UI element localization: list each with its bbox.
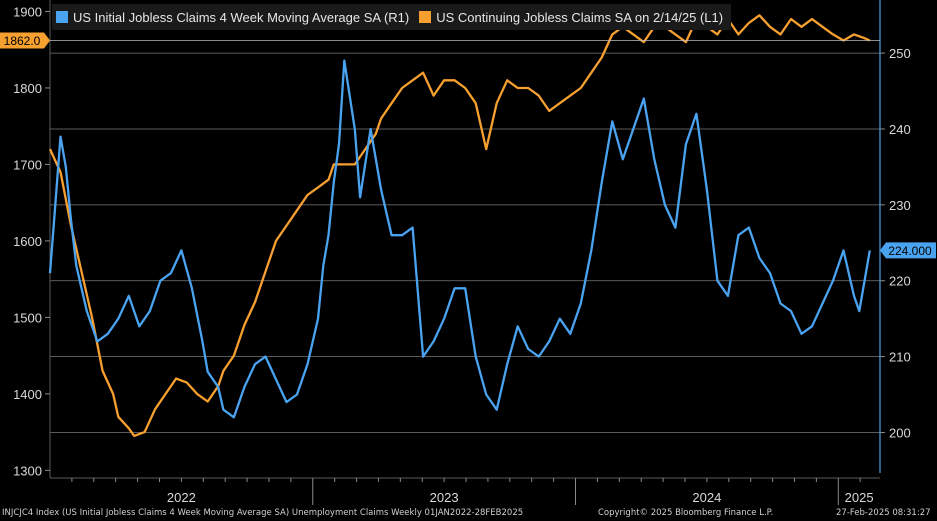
footer-source: INJCJC4 Index (US Initial Jobless Claims… [2, 508, 524, 518]
right-last-value-tag [880, 242, 936, 259]
left-tick-label: 1900 [13, 4, 42, 19]
right-tick-label: 250 [889, 46, 911, 61]
x-axis: 2022 2023 2024 2025 [71, 478, 874, 505]
legend-swatch-initial-claims [56, 11, 68, 23]
right-tick-label: 230 [889, 198, 911, 213]
right-last-value-label: 224.000 [888, 244, 932, 258]
footer-timestamp: 27-Feb-2025 08:31:27 [836, 508, 931, 518]
series [48, 14, 871, 438]
left-last-value-label: 1862.0 [4, 34, 41, 48]
last-value-tags: 1862.0 224.000 [0, 32, 936, 259]
footer-copyright: Copyright© 2025 Bloomberg Finance L.P. [598, 508, 774, 518]
left-tick-label: 1600 [13, 234, 42, 249]
left-axis-ticks: 1300 1400 1500 1600 1700 1800 1900 [13, 4, 50, 478]
x-tick-label: 2025 [845, 490, 874, 505]
x-tick-label: 2023 [430, 490, 459, 505]
gridlines [50, 52, 880, 433]
right-tick-label: 240 [889, 122, 911, 137]
right-tick-label: 210 [889, 350, 911, 365]
x-tick-label: 2022 [167, 490, 196, 505]
left-tick-label: 1300 [13, 463, 42, 478]
continuing-claims-line [48, 14, 871, 438]
right-tick-label: 220 [889, 274, 911, 289]
legend-label-initial-claims: US Initial Jobless Claims 4 Week Moving … [73, 9, 410, 25]
right-tick-label: 200 [889, 425, 911, 440]
left-tick-label: 1400 [13, 387, 42, 402]
left-tick-label: 1500 [13, 310, 42, 325]
left-tick-label: 1800 [13, 81, 42, 96]
axes [49, 0, 881, 479]
x-tick-label: 2024 [692, 490, 721, 505]
legend: US Initial Jobless Claims 4 Week Moving … [52, 4, 732, 30]
legend-swatch-continuing-claims [419, 11, 432, 23]
left-last-value-tag [0, 32, 50, 49]
left-tick-label: 1700 [13, 157, 42, 172]
legend-item-continuing-claims[interactable]: US Continuing Jobless Claims SA on 2/14/… [419, 10, 723, 25]
footer: INJCJC4 Index (US Initial Jobless Claims… [0, 507, 937, 521]
right-axis-ticks: 200 210 220 230 240 250 [880, 46, 911, 440]
legend-item-initial-claims[interactable]: US Initial Jobless Claims 4 Week Moving … [56, 10, 409, 25]
initial-claims-line [48, 59, 871, 419]
legend-label-continuing-claims: US Continuing Jobless Claims SA on 2/14/… [436, 9, 724, 25]
